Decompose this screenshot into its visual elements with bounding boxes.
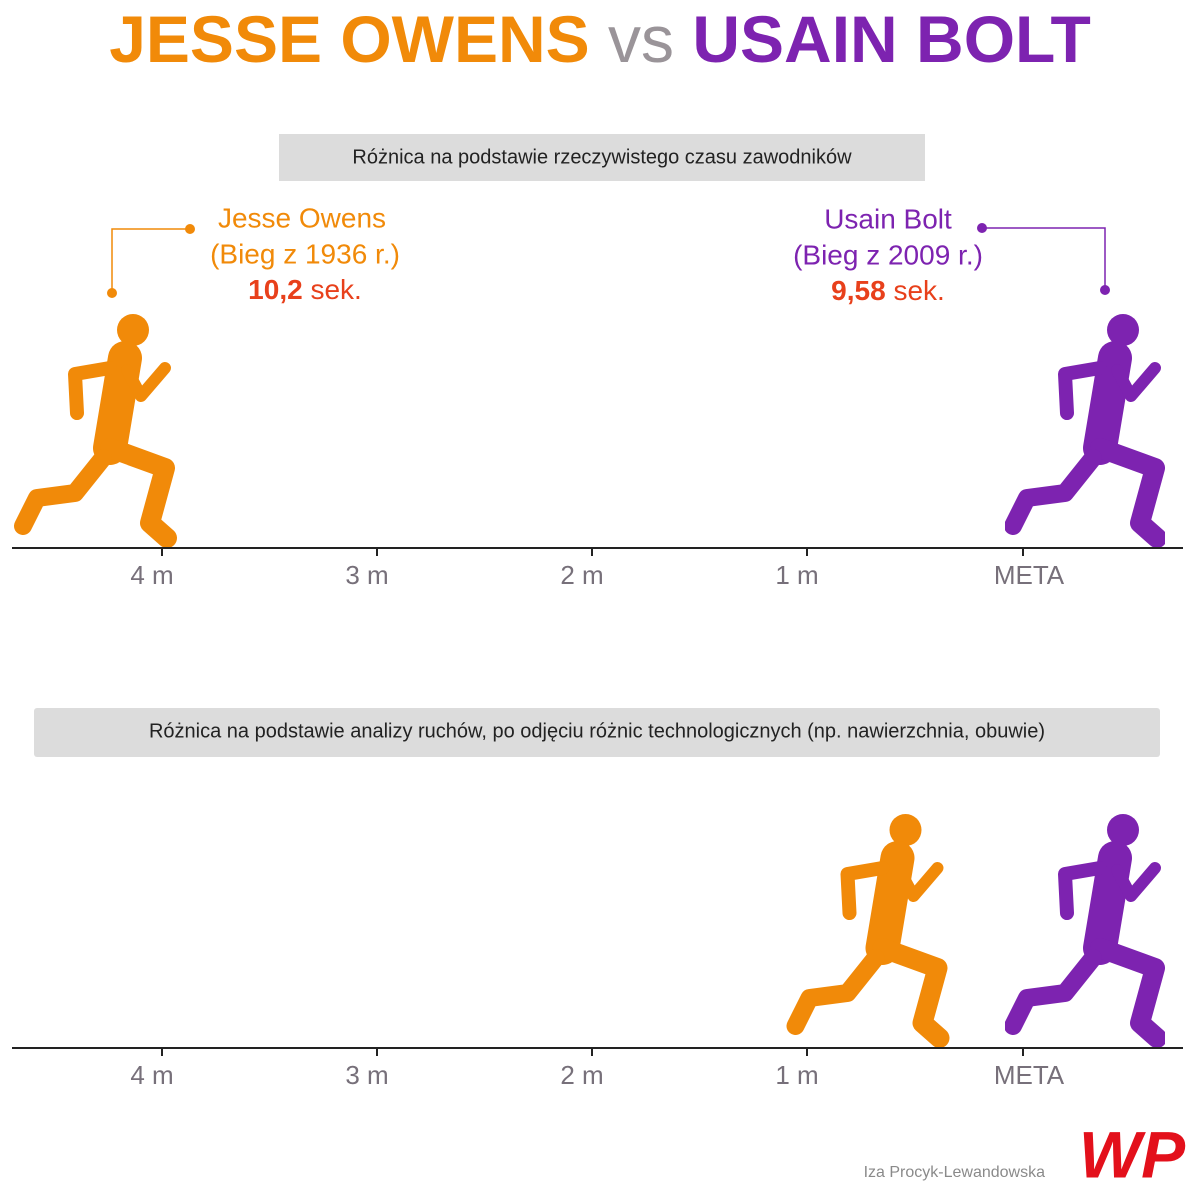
axis-label: 1 m — [775, 560, 818, 590]
connector — [111, 228, 190, 293]
dot — [1100, 285, 1110, 295]
time: 10,2 sek. — [248, 274, 362, 305]
axis-label: 4 m — [130, 560, 173, 590]
axis-label: 1 m — [775, 1060, 818, 1090]
time-value: 9,58 — [831, 275, 886, 306]
logo: WP — [1079, 1117, 1186, 1191]
title-bolt: USAIN BOLT — [692, 2, 1090, 76]
title-vs: vs — [608, 2, 674, 76]
axis-label: META — [994, 1060, 1065, 1090]
title-owens: JESSE OWENS — [109, 2, 589, 76]
owens-label: Jesse Owens (Bieg z 1936 r.) 10,2 sek. — [210, 202, 400, 305]
caption-box — [279, 134, 925, 181]
axes: 4 m 3 m 2 m 1 m META 4 m 3 m 2 m 1 m META — [12, 547, 1183, 1090]
caption-box — [34, 708, 1160, 757]
axis-label: 3 m — [345, 560, 388, 590]
name: Jesse Owens — [218, 202, 386, 233]
dot — [107, 288, 117, 298]
axis-label: 4 m — [130, 1060, 173, 1090]
connector — [982, 227, 1106, 290]
caption: Różnica na podstawie rzeczywistego czasu… — [352, 146, 852, 168]
race: (Bieg z 1936 r.) — [210, 238, 400, 269]
time-unit: sek. — [310, 274, 361, 305]
title: JESSE OWENS vs USAIN BOLT — [109, 2, 1091, 76]
axis-label: 3 m — [345, 1060, 388, 1090]
runner-bolt — [1013, 314, 1157, 538]
race: (Bieg z 2009 r.) — [793, 239, 983, 270]
time-unit: sek. — [893, 275, 944, 306]
name: Usain Bolt — [824, 203, 952, 234]
axis-label: META — [994, 560, 1065, 590]
time: 9,58 sek. — [831, 275, 945, 306]
runner-owens — [796, 814, 940, 1038]
dot — [185, 224, 195, 234]
dot — [977, 223, 987, 233]
runner-bolt — [1013, 814, 1157, 1038]
bolt-label: Usain Bolt (Bieg z 2009 r.) 9,58 sek. — [793, 203, 983, 306]
axis-label: 2 m — [560, 1060, 603, 1090]
time-value: 10,2 — [248, 274, 303, 305]
runner-owens — [23, 314, 167, 538]
caption: Różnica na podstawie analizy ruchów, po … — [149, 720, 1045, 742]
axis-label: 2 m — [560, 560, 603, 590]
author: Iza Procyk-Lewandowska — [864, 1164, 1046, 1181]
